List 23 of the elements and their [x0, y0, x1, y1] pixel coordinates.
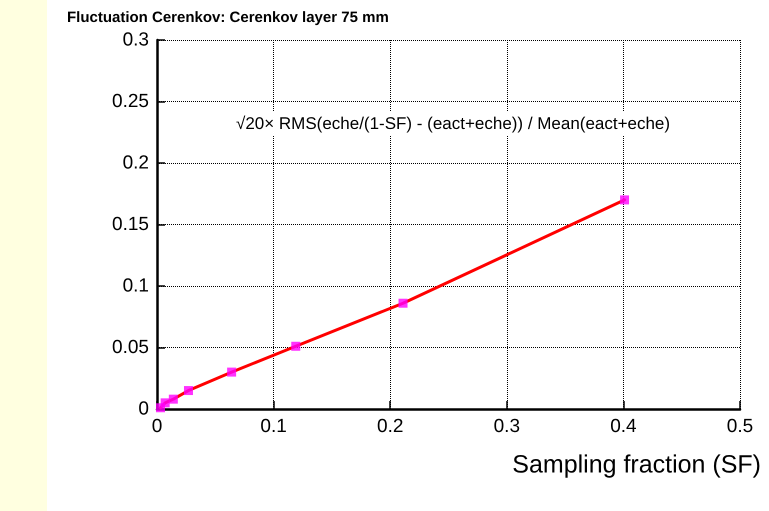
x-axis-title: Sampling fraction (SF)	[512, 450, 762, 478]
x-tick-label: 0.3	[494, 416, 520, 437]
point	[168, 394, 178, 404]
x-tick-label: 0.4	[610, 416, 638, 437]
x-tick-label: 0.5	[726, 416, 754, 437]
point	[227, 368, 236, 377]
point	[398, 298, 408, 308]
x-tick-label: 0.2	[376, 416, 404, 437]
y-tick-label: 0	[138, 398, 149, 420]
y-tick-label: 0.3	[122, 30, 149, 50]
annotation: √20× RMS(eche/(1-SF) - (eact+eche)) / Mean(eact+eche)	[236, 114, 670, 133]
point	[291, 342, 300, 351]
point	[160, 398, 170, 408]
y-tick-label: 0.25	[112, 91, 149, 112]
y-tick-label: 0.15	[112, 214, 149, 235]
point	[620, 195, 630, 204]
chart-title: Fluctuation Cerenkov: Cerenkov layer 75 mm	[67, 9, 389, 26]
y-tick-label: 0.2	[122, 152, 149, 174]
y-tick-label: 0.05	[112, 337, 149, 358]
y-tick-label: 0.1	[122, 276, 149, 296]
point	[184, 386, 193, 396]
x-tick-label: 0	[152, 416, 162, 437]
x-tick-label: 0.1	[260, 416, 287, 437]
